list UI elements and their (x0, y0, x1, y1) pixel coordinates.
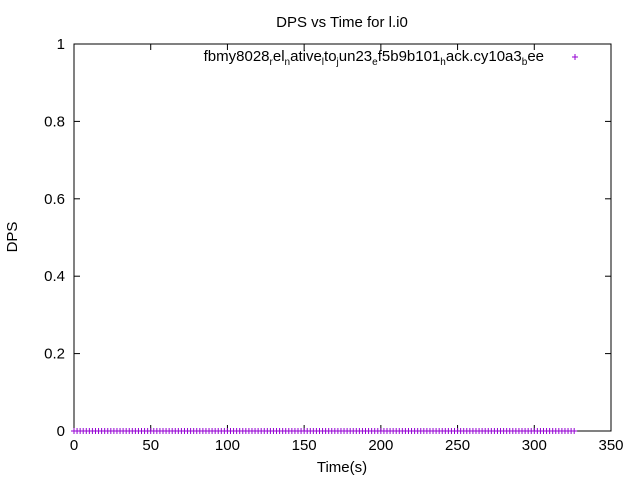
x-tick-label: 200 (368, 437, 393, 454)
y-tick-label: 0.4 (44, 268, 65, 285)
x-tick-label: 250 (445, 437, 470, 454)
plot-axes (73, 43, 612, 432)
legend-label-subscript: n (285, 57, 291, 68)
chart-title: DPS vs Time for l.i0 (276, 14, 408, 31)
y-tick-label: 0 (57, 423, 65, 440)
axis-ticks: 0 50 100 150 200 250 300 350 0 0.2 0.4 0.6 0.8 1 (44, 36, 623, 454)
x-tick-label: 300 (522, 437, 547, 454)
legend-label-subscript: l (322, 57, 324, 68)
legend-label-segment: f5b9b101 (378, 48, 441, 65)
legend-entry-label: fbmy8028relnativeltojun23ef5b9b101hack.c… (204, 48, 544, 68)
x-tick-label: 350 (598, 437, 623, 454)
legend-label-subscript: j (336, 57, 339, 68)
legend-label-subscript: e (372, 57, 378, 68)
legend-label-segment: un23 (339, 48, 372, 65)
legend-marker (572, 54, 578, 60)
legend: fbmy8028relnativeltojun23ef5b9b101hack.c… (204, 48, 578, 68)
plot-frame (73, 43, 612, 432)
y-tick-label: 0.8 (44, 113, 65, 130)
x-axis-label: Time(s) (317, 459, 367, 476)
legend-label-subscript: r (270, 57, 274, 68)
legend-label-segment: fbmy8028 (204, 48, 270, 65)
y-axis-label: DPS (4, 222, 21, 253)
data-point (571, 428, 578, 434)
y-tick-label: 0.2 (44, 346, 65, 363)
legend-label-segment: to (324, 48, 337, 65)
x-tick-label: 0 (70, 437, 78, 454)
x-tick-label: 50 (142, 437, 159, 454)
legend-label-segment: ack.cy10a3 (446, 48, 522, 65)
legend-label-segment: ative (290, 48, 322, 65)
x-tick-label: 150 (292, 437, 317, 454)
x-tick-label: 100 (215, 437, 240, 454)
legend-label-segment: el (273, 48, 285, 65)
y-tick-label: 0.6 (44, 191, 65, 208)
legend-label-subscript: b (522, 57, 528, 68)
legend-label-segment: ee (527, 48, 544, 65)
scatter-series (71, 428, 578, 434)
legend-label-subscript: h (440, 57, 446, 68)
y-tick-label: 1 (57, 36, 65, 53)
